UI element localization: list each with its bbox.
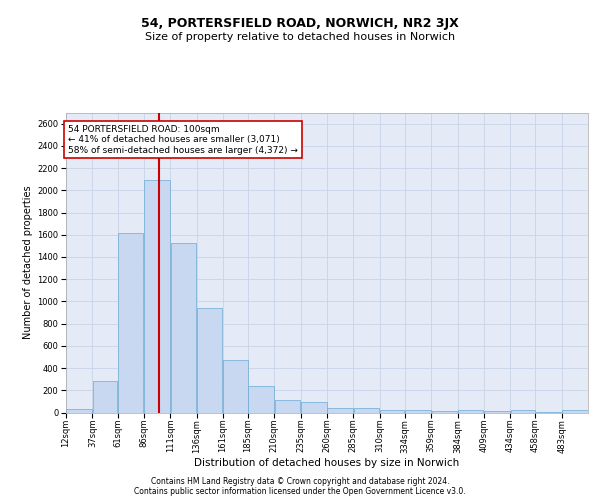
X-axis label: Distribution of detached houses by size in Norwich: Distribution of detached houses by size …	[194, 458, 460, 468]
Bar	[406, 410, 431, 412]
Bar	[145, 180, 170, 412]
Text: 54, PORTERSFIELD ROAD, NORWICH, NR2 3JX: 54, PORTERSFIELD ROAD, NORWICH, NR2 3JX	[141, 18, 459, 30]
Y-axis label: Number of detached properties: Number of detached properties	[23, 186, 33, 340]
Bar	[431, 411, 457, 412]
Bar	[328, 408, 353, 412]
Text: 54 PORTERSFIELD ROAD: 100sqm
← 41% of detached houses are smaller (3,071)
58% of: 54 PORTERSFIELD ROAD: 100sqm ← 41% of de…	[68, 124, 298, 154]
Bar	[93, 382, 117, 412]
Bar	[197, 308, 223, 412]
Bar	[170, 242, 196, 412]
Bar	[511, 410, 535, 412]
Text: Size of property relative to detached houses in Norwich: Size of property relative to detached ho…	[145, 32, 455, 42]
Bar	[458, 410, 484, 412]
Bar	[67, 409, 92, 412]
Text: Contains HM Land Registry data © Crown copyright and database right 2024.: Contains HM Land Registry data © Crown c…	[151, 477, 449, 486]
Bar	[223, 360, 248, 412]
Bar	[380, 410, 404, 412]
Bar	[562, 410, 587, 412]
Text: Contains public sector information licensed under the Open Government Licence v3: Contains public sector information licen…	[134, 487, 466, 496]
Bar	[275, 400, 300, 412]
Bar	[118, 232, 143, 412]
Bar	[248, 386, 274, 412]
Bar	[301, 402, 326, 412]
Bar	[484, 411, 510, 412]
Bar	[354, 408, 379, 412]
